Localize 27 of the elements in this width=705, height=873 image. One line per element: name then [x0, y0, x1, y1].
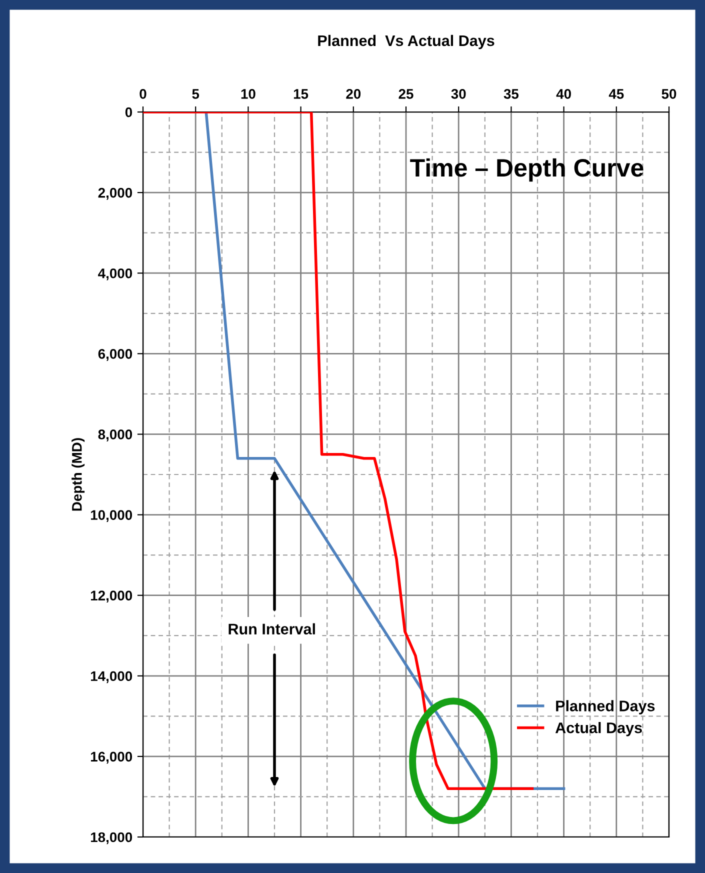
y-tick-label: 12,000 [90, 590, 132, 603]
y-tick-label: 16,000 [90, 752, 132, 764]
x-tick-label: 45 [608, 89, 624, 99]
x-tick-label: 5 [192, 89, 200, 99]
x-tick-label: 40 [556, 89, 571, 99]
x-tick-label: 0 [140, 89, 146, 99]
y-tick-label: 4,000 [98, 268, 132, 280]
legend-label: Planned Days [556, 700, 655, 714]
x-tick-label: 35 [504, 89, 519, 99]
x-tick-label: 50 [662, 89, 676, 99]
x-tick-label: 10 [241, 89, 256, 99]
y-axis-title: Depth (MD) [72, 438, 85, 511]
y-tick-label: 0 [125, 107, 132, 118]
y-tick-label: 14,000 [90, 671, 132, 684]
annotation: Run Interval [228, 623, 315, 634]
y-tick-label: 10,000 [90, 510, 132, 522]
y-tick-label: 8,000 [98, 430, 132, 442]
y-tick-label: 2,000 [98, 188, 132, 200]
y-tick-label: 18,000 [90, 832, 132, 844]
x-tick-label: 30 [451, 89, 466, 99]
chart-title: Planned Vs Actual Days [318, 34, 494, 50]
legend-label: Actual Days [555, 722, 642, 736]
annotation: Time – Depth Curve [410, 158, 644, 182]
x-tick-label: 20 [346, 89, 361, 99]
x-tick-label: 15 [294, 89, 308, 99]
y-tick-label: 6,000 [98, 349, 132, 361]
x-tick-label: 25 [398, 89, 414, 99]
